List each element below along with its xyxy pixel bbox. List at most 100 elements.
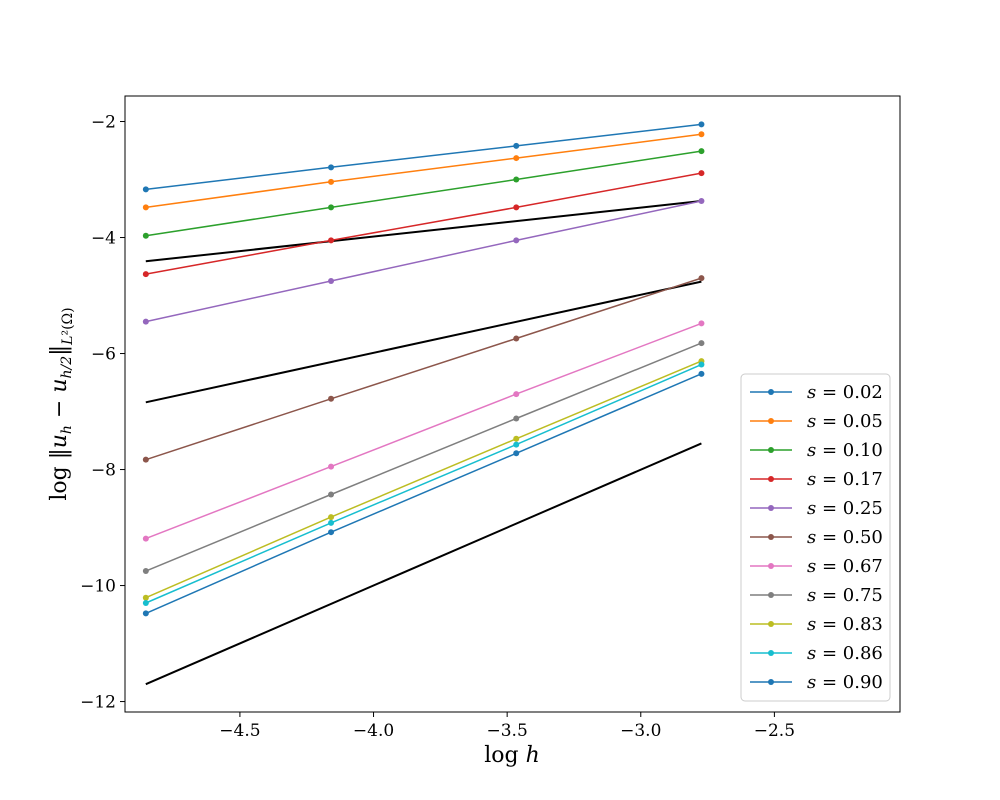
series-line <box>145 322 702 540</box>
legend-box <box>740 373 891 702</box>
legend-label: s = 0.75 <box>807 585 883 606</box>
legend-swatch-marker <box>768 621 774 627</box>
plot-area <box>142 121 705 686</box>
data-point <box>142 594 149 601</box>
data-point <box>698 197 705 204</box>
legend-swatch-marker <box>768 505 774 511</box>
x-tick-label: −2.5 <box>754 721 795 741</box>
data-point <box>513 176 520 183</box>
data-point <box>513 335 520 342</box>
x-tick-label: −3.0 <box>620 721 661 741</box>
data-point <box>328 463 335 470</box>
legend-entry: s = 0.05 <box>750 411 883 432</box>
data-point <box>698 170 705 177</box>
legend-entry: s = 0.90 <box>750 672 883 693</box>
legend-entry: s = 0.17 <box>750 469 883 490</box>
legend-entry: s = 0.83 <box>750 614 883 635</box>
reference-slope-line <box>145 200 702 263</box>
data-point <box>142 456 149 463</box>
data-point <box>142 271 149 278</box>
y-tick-label: −12 <box>80 693 116 713</box>
legend: s = 0.02 s = 0.05 s = 0.10 s = 0.17 s = 0.25… <box>740 373 891 702</box>
legend-entry: s = 0.67 <box>750 556 883 577</box>
data-point <box>142 186 149 193</box>
axes-frame <box>124 95 901 713</box>
data-point <box>513 237 520 244</box>
reference-slope-line <box>145 442 702 686</box>
series-s-0.25 <box>142 197 705 325</box>
data-point <box>513 391 520 398</box>
data-point <box>142 610 149 617</box>
x-tick-label: −4.0 <box>353 721 394 741</box>
data-point <box>698 148 705 155</box>
data-point <box>698 121 705 128</box>
series-line <box>145 200 702 323</box>
legend-swatch-marker <box>768 679 774 685</box>
data-point <box>513 441 520 448</box>
series-line <box>145 277 702 461</box>
data-point <box>142 599 149 606</box>
data-point <box>698 131 705 138</box>
legend-swatch-marker <box>768 476 774 482</box>
data-point <box>142 204 149 211</box>
legend-label: s = 0.90 <box>807 672 883 693</box>
series-line <box>145 133 702 209</box>
legend-swatch-marker <box>768 534 774 540</box>
series-s-0.02 <box>142 121 705 193</box>
series-s-0.10 <box>142 148 705 239</box>
data-point <box>328 237 335 244</box>
legend-swatch-marker <box>768 592 774 598</box>
data-point <box>513 415 520 422</box>
legend-swatch-marker <box>768 563 774 569</box>
x-axis: −4.5 −4.0 −3.5 −3.0 −2.5 <box>219 712 795 741</box>
legend-swatch-marker <box>768 447 774 453</box>
data-point <box>142 535 149 542</box>
series-s-0.75 <box>142 340 705 575</box>
data-point <box>328 519 335 526</box>
data-point <box>142 232 149 239</box>
series-line <box>145 342 702 572</box>
y-tick-label: −10 <box>80 577 116 597</box>
series-s-0.50 <box>142 275 705 463</box>
legend-entry: s = 0.86 <box>750 643 883 664</box>
data-point <box>328 204 335 211</box>
x-tick-label: −3.5 <box>487 721 528 741</box>
data-point <box>328 529 335 536</box>
reference-slope-line <box>145 280 702 404</box>
data-point <box>698 361 705 368</box>
data-point <box>698 275 705 282</box>
legend-label: s = 0.25 <box>807 498 883 519</box>
legend-label: s = 0.02 <box>807 382 883 403</box>
legend-entry: s = 0.50 <box>750 527 883 548</box>
data-point <box>513 450 520 457</box>
data-point <box>513 435 520 442</box>
series-s-0.90 <box>142 370 705 617</box>
data-point <box>328 164 335 171</box>
legend-label: s = 0.17 <box>807 469 883 490</box>
data-point <box>328 514 335 521</box>
x-axis-label: log h <box>484 743 540 768</box>
series-line <box>145 363 702 604</box>
y-tick-label: −6 <box>91 345 116 365</box>
legend-label: s = 0.50 <box>807 527 883 548</box>
series-s-0.86 <box>142 361 705 606</box>
y-tick-label: −8 <box>91 461 116 481</box>
x-tick-label: −4.5 <box>219 721 260 741</box>
data-point <box>142 568 149 575</box>
legend-label: s = 0.10 <box>807 440 883 461</box>
data-point <box>698 340 705 347</box>
y-tick-label: −4 <box>91 229 116 249</box>
series-line <box>145 123 702 191</box>
legend-label: s = 0.83 <box>807 614 883 635</box>
series-line <box>145 373 702 615</box>
legend-swatch-marker <box>768 389 774 395</box>
y-axis: −12 −10 −8 −6 −4 −2 <box>80 113 125 713</box>
legend-entry: s = 0.75 <box>750 585 883 606</box>
series-line <box>145 172 702 275</box>
legend-label: s = 0.67 <box>807 556 883 577</box>
data-point <box>513 155 520 162</box>
legend-swatch-marker <box>768 418 774 424</box>
legend-label: s = 0.86 <box>807 643 883 664</box>
legend-entry: s = 0.25 <box>750 498 883 519</box>
